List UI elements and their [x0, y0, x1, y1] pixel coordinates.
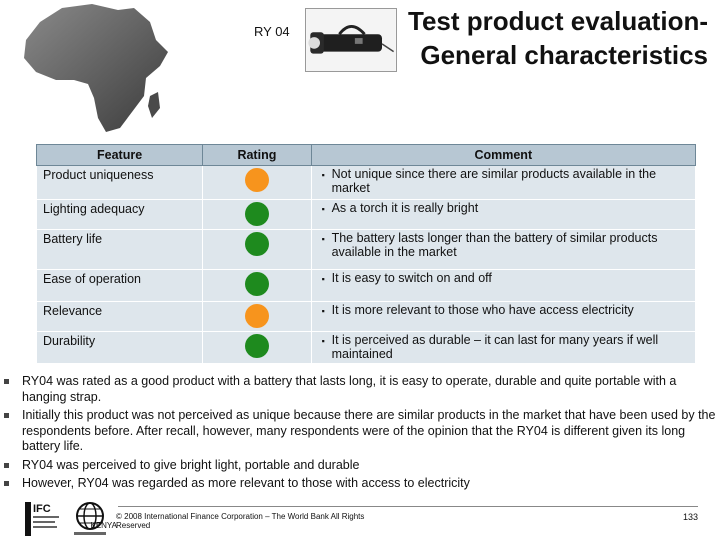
comment-text: The battery lasts longer than the batter…: [331, 231, 658, 259]
table-row: Lighting adequacy ▪ As a torch it is real…: [35, 199, 697, 230]
comment-cell: ▪ It is easy to switch on and off: [310, 269, 697, 302]
table-header-row: Feature Rating Comment: [35, 144, 697, 166]
comment-text: It is perceived as durable – it can last…: [331, 333, 659, 361]
bullet-icon: ▪: [321, 306, 325, 316]
world-bank-logo-icon: [74, 502, 106, 535]
copyright-text: © 2008 International Finance Corporation…: [90, 512, 368, 530]
title-line-2: General characteristics: [420, 40, 708, 70]
rating-dot: [244, 168, 269, 192]
torch-product-image: [305, 8, 397, 72]
rating-cell: [202, 199, 312, 230]
feature-cell: Durability: [35, 331, 204, 364]
bullet-icon: ▪: [321, 234, 325, 244]
summary-text: Initially this product was not perceived…: [22, 408, 716, 453]
rating-cell: [202, 165, 312, 200]
column-header-rating: Rating: [202, 144, 312, 166]
table-row: Battery life ▪ The battery lasts longer t…: [35, 229, 697, 270]
comment-text: Not unique since there are similar produ…: [331, 167, 657, 195]
product-code: RY 04: [254, 24, 290, 39]
rating-cell: [202, 229, 312, 270]
rating-cell: [202, 269, 312, 302]
table-row: Ease of operation ▪ It is easy to switch …: [35, 269, 697, 302]
evaluation-table: Feature Rating Comment Product uniquenes…: [35, 144, 697, 364]
comment-text: It is easy to switch on and off: [331, 271, 492, 285]
comment-cell: ▪ It is more relevant to those who have a…: [310, 301, 697, 332]
bullet-icon: [4, 462, 9, 468]
comment-cell: ▪ As a torch it is really bright: [310, 199, 697, 230]
list-item: However, RY04 was regarded as more relev…: [0, 476, 718, 492]
rating-dot: [244, 232, 269, 256]
africa-map-icon: [24, 4, 168, 132]
page-number: 133: [682, 512, 698, 522]
feature-cell: Product uniqueness: [35, 165, 204, 200]
comment-cell: ▪ The battery lasts longer than the batte…: [310, 229, 697, 270]
rating-dot: [244, 304, 269, 328]
summary-bullets: RY04 was rated as a good product with a …: [0, 374, 718, 495]
list-item: Initially this product was not perceived…: [0, 408, 718, 455]
feature-cell: Lighting adequacy: [35, 199, 204, 230]
bullet-icon: ▪: [321, 170, 325, 180]
feature-cell: Battery life: [35, 229, 204, 270]
table-row: Relevance ▪ It is more relevant to those …: [35, 301, 697, 332]
rating-dot: [244, 202, 269, 226]
ifc-logo-icon: IFC: [24, 500, 64, 538]
bullet-icon: ▪: [321, 274, 325, 284]
bullet-icon: ▪: [321, 336, 325, 346]
page-title: Test product evaluation- General charact…: [368, 4, 708, 72]
rating-dot: [244, 334, 269, 358]
rating-dot: [244, 272, 269, 296]
list-item: RY04 was rated as a good product with a …: [0, 374, 718, 405]
table-row: Durability ▪ It is perceived as durable –…: [35, 331, 697, 364]
summary-text: However, RY04 was regarded as more relev…: [22, 476, 470, 490]
column-header-feature: Feature: [35, 144, 204, 166]
list-item: RY04 was perceived to give bright light,…: [0, 458, 718, 474]
comment-cell: ▪ It is perceived as durable – it can las…: [310, 331, 697, 364]
rating-cell: [202, 301, 312, 332]
summary-text: RY04 was rated as a good product with a …: [22, 374, 677, 404]
feature-cell: Relevance: [35, 301, 204, 332]
comment-text: As a torch it is really bright: [331, 201, 479, 215]
copyright-label: © 2008 International Finance Corporation…: [116, 512, 365, 530]
bullet-icon: [4, 481, 9, 486]
rating-cell: [202, 331, 312, 364]
comment-text: It is more relevant to those who have ac…: [331, 303, 634, 317]
bullet-icon: [4, 379, 9, 384]
kenya-overlap-text: KENYA: [90, 521, 118, 530]
bullet-icon: [4, 413, 9, 418]
column-header-comment: Comment: [310, 144, 697, 166]
summary-text: RY04 was perceived to give bright light,…: [22, 457, 360, 472]
feature-cell: Ease of operation: [35, 269, 204, 302]
table-row: Product uniqueness ▪ Not unique since the…: [35, 165, 697, 200]
title-line-1: Test product evaluation-: [408, 6, 708, 36]
footer-divider: [118, 506, 698, 507]
comment-cell: ▪ Not unique since there are similar prod…: [310, 165, 697, 200]
ifc-logo-text: IFC: [33, 503, 51, 515]
bullet-icon: ▪: [321, 204, 325, 214]
